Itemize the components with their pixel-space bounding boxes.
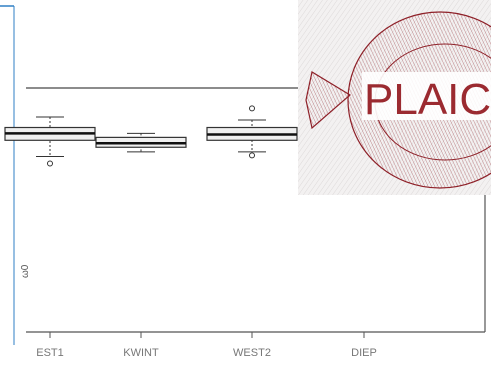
x-tick-label-diep: DIEP (351, 347, 377, 359)
x-tick-label-kwint: KWINT (123, 347, 159, 359)
outlier-west2-1 (249, 105, 255, 112)
x-axis-ticks: EST1 KWINT WEST2 DIEP (36, 332, 377, 359)
x-tick-label-est1: EST1 (36, 347, 64, 359)
outlier-west2-0 (249, 152, 255, 159)
outlier-est1-0 (47, 160, 53, 167)
x-tick-label-west2: WEST2 (233, 347, 271, 359)
logo-text: PLAIC (364, 75, 491, 124)
fish-tail (305, 71, 352, 130)
box-west2 (206, 105, 298, 159)
y-tick-label: ω0 (20, 264, 31, 278)
box-est1 (4, 116, 96, 167)
logo-label-band (362, 72, 491, 120)
box-kwint (95, 132, 187, 153)
plaice-logo: PLAIC (298, 0, 491, 195)
